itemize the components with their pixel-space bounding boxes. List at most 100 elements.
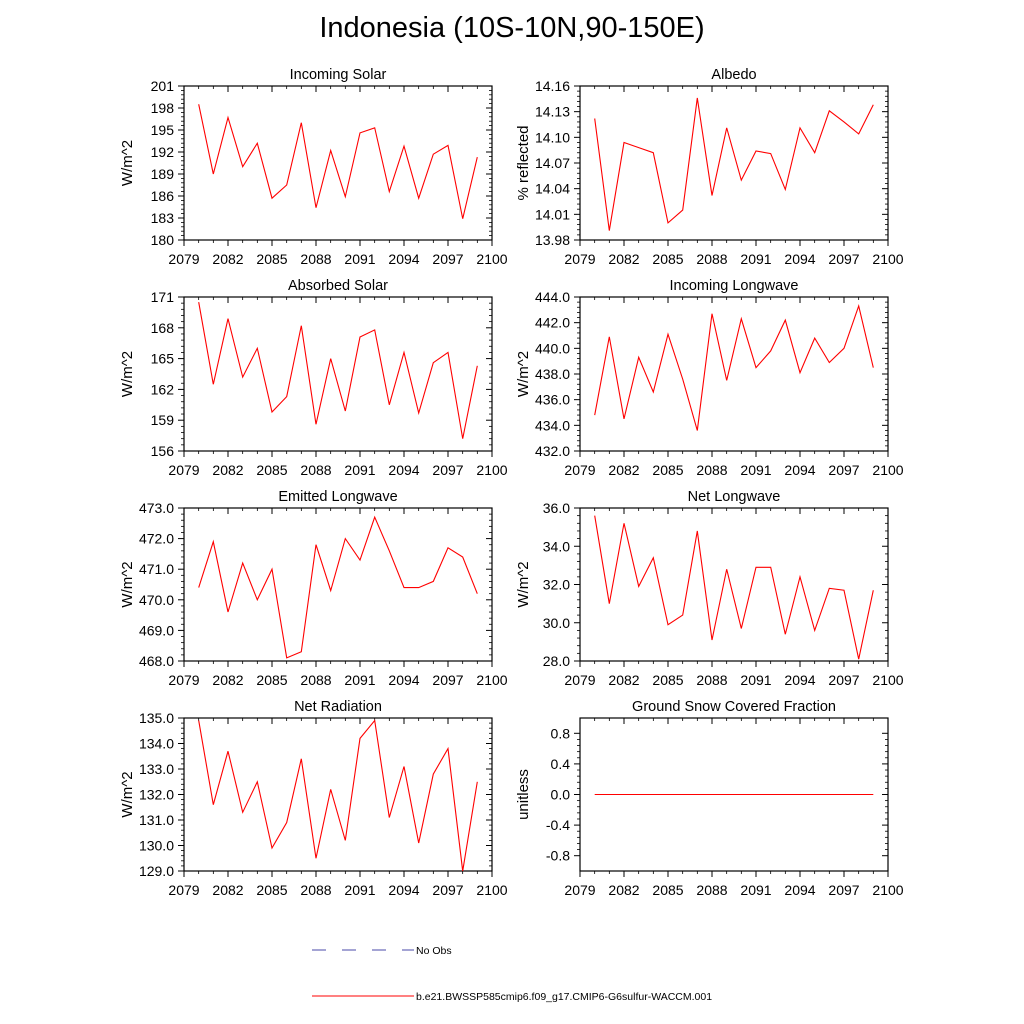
y-tick-label: 32.0 (543, 577, 570, 593)
y-tick-label: 30.0 (543, 615, 570, 631)
x-tick-label: 2088 (696, 882, 727, 898)
y-tick-label: 34.0 (543, 538, 570, 554)
y-tick-label: 14.01 (535, 206, 570, 222)
y-tick-label: 132.0 (139, 787, 174, 803)
panel-title: Net Radiation (294, 699, 382, 715)
y-tick-label: 162 (151, 381, 175, 397)
x-tick-label: 2094 (784, 462, 815, 478)
y-tick-label: 14.13 (535, 104, 570, 120)
x-tick-label: 2079 (168, 672, 199, 688)
y-tick-label: 0.0 (551, 787, 571, 803)
x-tick-label: 2091 (740, 882, 771, 898)
plot-frame (183, 296, 493, 452)
y-tick-label: 130.0 (139, 838, 174, 854)
legend-label-no-obs: No Obs (416, 945, 452, 957)
x-tick-label: 2085 (652, 251, 683, 267)
x-tick-label: 2082 (212, 882, 243, 898)
x-tick-label: 2100 (476, 251, 507, 267)
y-tick-label: 472.0 (139, 531, 174, 547)
series-line (198, 104, 478, 219)
x-tick-label: 2097 (828, 462, 859, 478)
y-tick-label: 180 (151, 232, 175, 248)
y-tick-label: 198 (151, 100, 175, 116)
x-tick-label: 2094 (388, 672, 419, 688)
y-tick-label: 468.0 (139, 653, 174, 669)
y-tick-label: 469.0 (139, 622, 174, 638)
x-tick-label: 2079 (564, 462, 595, 478)
chart-panel-4: Incoming Longwave W/m^2 2079 2082 2085 2088 20… (515, 278, 904, 478)
x-tick-label: 2094 (784, 672, 815, 688)
x-tick-label: 2097 (828, 672, 859, 688)
y-tick-label: 183 (151, 210, 175, 226)
x-tick-label: 2085 (652, 882, 683, 898)
x-tick-label: 2088 (696, 672, 727, 688)
plot-frame (183, 717, 493, 872)
panel-title: Net Longwave (688, 489, 781, 505)
x-tick-label: 2085 (256, 251, 287, 267)
legend: No Obs b.e21.BWSSP585cmip6.f09_g17.CMIP6-… (312, 945, 712, 1003)
x-tick-label: 2082 (608, 672, 639, 688)
chart-panel-5: Emitted Longwave W/m^2 2079 2082 2085 2088 209… (119, 489, 508, 688)
y-tick-label: 440.0 (535, 340, 570, 356)
chart-panel-7: Net Radiation W/m^2 2079 2082 2085 2088 2091 20… (119, 699, 508, 898)
y-tick-label: 192 (151, 144, 175, 160)
x-tick-label: 2094 (388, 882, 419, 898)
plot-frame (183, 507, 493, 662)
panel-title: Incoming Longwave (670, 278, 799, 294)
y-tick-label: 14.04 (535, 181, 570, 197)
y-tick-label: 471.0 (139, 561, 174, 577)
x-tick-label: 2100 (872, 251, 903, 267)
y-tick-label: 13.98 (535, 232, 570, 248)
x-tick-label: 2088 (300, 672, 331, 688)
x-tick-label: 2094 (388, 251, 419, 267)
x-tick-label: 2091 (344, 462, 375, 478)
x-tick-label: 2082 (608, 462, 639, 478)
series-line (198, 515, 478, 659)
chart-panel-8: Ground Snow Covered Fraction unitless 2079… (515, 699, 904, 898)
y-axis-label: W/m^2 (515, 351, 532, 397)
x-tick-label: 2100 (872, 672, 903, 688)
y-tick-label: 165 (151, 351, 175, 367)
x-tick-label: 2091 (740, 672, 771, 688)
x-tick-label: 2100 (476, 882, 507, 898)
y-tick-label: 473.0 (139, 500, 174, 516)
y-tick-label: 131.0 (139, 812, 174, 828)
x-tick-label: 2085 (652, 672, 683, 688)
x-tick-label: 2079 (564, 882, 595, 898)
series-line (198, 719, 478, 872)
x-tick-label: 2082 (608, 251, 639, 267)
x-tick-label: 2079 (564, 672, 595, 688)
panel-title: Absorbed Solar (288, 278, 388, 294)
y-axis-label: W/m^2 (119, 561, 136, 607)
y-tick-label: 442.0 (535, 315, 570, 331)
series-line (594, 97, 874, 231)
y-tick-label: 434.0 (535, 417, 570, 433)
x-tick-label: 2091 (344, 882, 375, 898)
x-tick-label: 2094 (388, 462, 419, 478)
y-tick-label: 171 (151, 289, 175, 305)
x-tick-label: 2097 (432, 462, 463, 478)
chart-panel-6: Net Longwave W/m^2 2079 2082 2085 2088 2091 209… (515, 489, 904, 688)
y-tick-label: 129.0 (139, 863, 174, 879)
y-tick-label: 14.10 (535, 129, 570, 145)
y-tick-label: 28.0 (543, 653, 570, 669)
x-tick-label: 2091 (344, 672, 375, 688)
x-tick-label: 2079 (564, 251, 595, 267)
y-tick-label: -0.8 (546, 848, 570, 864)
x-tick-label: 2085 (256, 462, 287, 478)
x-tick-label: 2082 (212, 251, 243, 267)
x-tick-label: 2094 (784, 882, 815, 898)
x-tick-label: 2085 (256, 882, 287, 898)
legend-label-model: b.e21.BWSSP585cmip6.f09_g17.CMIP6-G6sulf… (416, 991, 712, 1003)
y-tick-label: 159 (151, 412, 175, 428)
y-tick-label: 14.07 (535, 155, 570, 171)
y-axis-label: W/m^2 (119, 351, 136, 397)
page-title: Indonesia (10S-10N,90-150E) (319, 12, 705, 44)
x-tick-label: 2100 (476, 672, 507, 688)
y-tick-label: 135.0 (139, 710, 174, 726)
y-tick-label: 168 (151, 320, 175, 336)
y-tick-label: 438.0 (535, 366, 570, 382)
x-tick-label: 2079 (168, 251, 199, 267)
y-tick-label: 432.0 (535, 443, 570, 459)
x-tick-label: 2088 (300, 251, 331, 267)
